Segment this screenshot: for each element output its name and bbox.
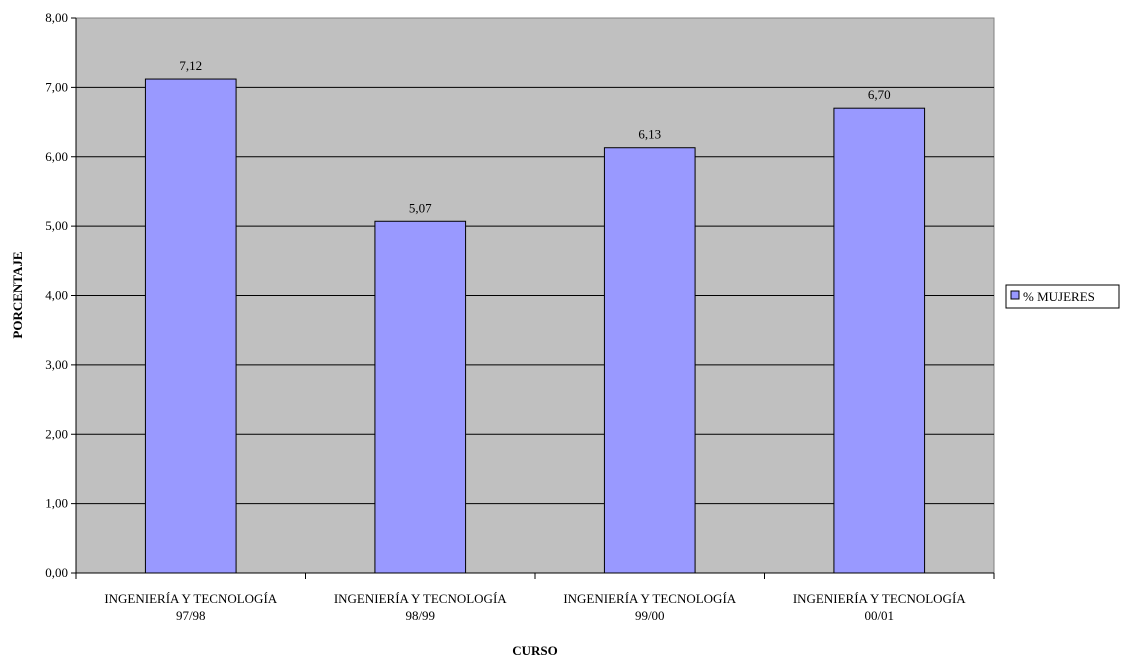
y-axis-title: PORCENTAJE bbox=[10, 251, 25, 338]
x-tick-label: 98/99 bbox=[405, 608, 435, 623]
x-tick-label: 99/00 bbox=[635, 608, 665, 623]
legend: % MUJERES bbox=[1005, 284, 1120, 309]
y-tick-label: 7,00 bbox=[45, 79, 68, 94]
y-tick-label: 3,00 bbox=[45, 357, 68, 372]
x-tick-label: 97/98 bbox=[176, 608, 206, 623]
y-tick-label: 4,00 bbox=[45, 288, 68, 303]
legend-swatch bbox=[1010, 290, 1020, 300]
x-tick-label: INGENIERÍA Y TECNOLOGÍA bbox=[793, 591, 966, 606]
bar bbox=[144, 78, 237, 574]
y-tick-label: 8,00 bbox=[45, 10, 68, 25]
data-label: 5,07 bbox=[409, 200, 432, 215]
x-axis: INGENIERÍA Y TECNOLOGÍA 97/98 INGENIERÍA Y… bbox=[75, 572, 995, 623]
legend-label: % MUJERES bbox=[1023, 289, 1095, 304]
x-axis-title: CURSO bbox=[512, 643, 558, 658]
y-tick-label: 0,00 bbox=[45, 565, 68, 580]
y-tick-label: 5,00 bbox=[45, 218, 68, 233]
data-label: 7,12 bbox=[179, 58, 202, 73]
bar bbox=[603, 147, 696, 574]
bar bbox=[833, 107, 926, 574]
y-tick-label: 6,00 bbox=[45, 149, 68, 164]
x-tick-label: INGENIERÍA Y TECNOLOGÍA bbox=[563, 591, 736, 606]
y-axis: 0,00 1,00 2,00 3,00 4,00 5,00 6,00 7,00 8,00 bbox=[45, 10, 77, 580]
data-labels: 7,12 5,07 6,13 6,70 bbox=[179, 58, 890, 215]
x-tick-label: INGENIERÍA Y TECNOLOGÍA bbox=[334, 591, 507, 606]
data-label: 6,13 bbox=[638, 127, 661, 142]
bar bbox=[374, 220, 467, 574]
data-label: 6,70 bbox=[868, 87, 891, 102]
y-tick-label: 2,00 bbox=[45, 426, 68, 441]
y-tick-label: 1,00 bbox=[45, 496, 68, 511]
legend-box bbox=[1005, 284, 1120, 309]
x-tick-label: 00/01 bbox=[864, 608, 894, 623]
bars bbox=[144, 78, 926, 574]
x-tick-label: INGENIERÍA Y TECNOLOGÍA bbox=[104, 591, 277, 606]
